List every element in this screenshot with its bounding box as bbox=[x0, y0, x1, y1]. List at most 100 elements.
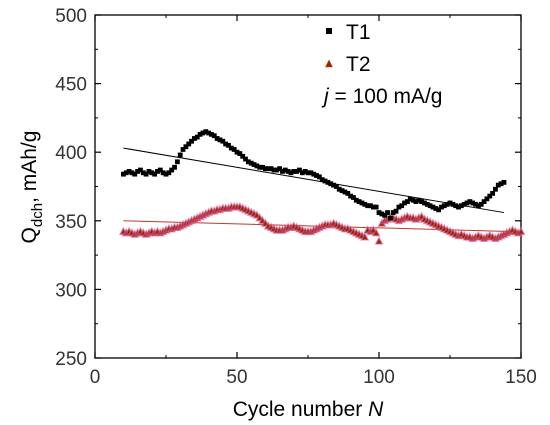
point-t1 bbox=[362, 201, 368, 207]
point-t1 bbox=[189, 138, 194, 144]
point-t1 bbox=[353, 197, 359, 203]
point-t1 bbox=[467, 199, 473, 204]
trend-lines bbox=[123, 147, 522, 233]
annotation-var: j bbox=[321, 85, 330, 108]
trend-line-t1 bbox=[123, 147, 505, 214]
x-tick-label: 100 bbox=[363, 367, 395, 388]
series-t1 bbox=[121, 129, 507, 221]
point-t1 bbox=[305, 170, 311, 176]
y-tick-label: 450 bbox=[55, 75, 87, 96]
point-t1 bbox=[331, 182, 336, 188]
x-axis-title-text: Cycle number bbox=[233, 398, 363, 421]
point-t1 bbox=[390, 210, 396, 215]
x-axis-title-var: N bbox=[368, 398, 384, 421]
point-t1 bbox=[444, 201, 450, 207]
y-axis: 250 300 350 400 450 500 bbox=[55, 6, 521, 370]
point-t1 bbox=[493, 186, 498, 192]
x-tick-label: 50 bbox=[226, 367, 247, 388]
annotation-current-density: j = 100 mA/g bbox=[321, 85, 443, 108]
point-t1 bbox=[285, 169, 291, 174]
point-t1 bbox=[456, 204, 461, 210]
point-t1 bbox=[169, 167, 175, 173]
point-t1 bbox=[365, 203, 371, 209]
point-t2 bbox=[360, 231, 370, 241]
point-t1 bbox=[217, 137, 223, 143]
point-t1 bbox=[282, 167, 288, 173]
point-t1 bbox=[126, 169, 132, 174]
point-t1 bbox=[328, 181, 334, 187]
point-t1 bbox=[138, 167, 143, 173]
y-axis-title: Qdch, mAh/g bbox=[18, 131, 46, 244]
point-t1 bbox=[129, 170, 135, 176]
point-t1 bbox=[433, 206, 439, 211]
point-t1 bbox=[373, 204, 379, 210]
x-axis-title: Cycle number N bbox=[233, 398, 384, 421]
point-t1 bbox=[143, 171, 149, 177]
point-t1 bbox=[180, 147, 186, 152]
point-t1 bbox=[382, 212, 388, 218]
point-t1 bbox=[220, 138, 226, 144]
point-t1 bbox=[476, 203, 481, 209]
point-t1 bbox=[263, 166, 268, 172]
point-t1 bbox=[311, 171, 317, 177]
point-t1 bbox=[419, 199, 424, 204]
point-t1 bbox=[413, 199, 419, 204]
point-t1 bbox=[166, 170, 172, 176]
point-t1 bbox=[473, 201, 478, 207]
point-t1 bbox=[237, 151, 243, 156]
point-t1 bbox=[376, 210, 382, 215]
point-t1 bbox=[146, 169, 152, 174]
point-t1 bbox=[359, 200, 365, 206]
point-t1 bbox=[277, 166, 282, 172]
point-t1 bbox=[197, 131, 203, 137]
point-t1 bbox=[206, 130, 211, 136]
point-t1 bbox=[160, 170, 166, 176]
point-t1 bbox=[172, 164, 177, 170]
point-t1 bbox=[410, 197, 416, 203]
point-t1 bbox=[280, 169, 285, 174]
point-t1 bbox=[316, 174, 322, 180]
point-t1 bbox=[334, 184, 339, 189]
point-t1 bbox=[405, 199, 410, 204]
point-t1 bbox=[439, 204, 444, 210]
point-t1 bbox=[461, 201, 467, 207]
point-t1 bbox=[257, 164, 263, 170]
point-t1 bbox=[268, 166, 274, 172]
x-tick-label: 0 bbox=[90, 367, 101, 388]
point-t1 bbox=[260, 164, 265, 170]
legend-marker-t1 bbox=[326, 28, 332, 34]
point-t1 bbox=[453, 203, 459, 209]
point-t1 bbox=[501, 179, 507, 185]
y-tick-label: 350 bbox=[55, 212, 87, 233]
point-t1 bbox=[498, 181, 504, 187]
annotation-text: = 100 mA/g bbox=[329, 85, 443, 108]
point-t2 bbox=[371, 227, 381, 237]
point-t1 bbox=[132, 171, 138, 177]
point-t1 bbox=[430, 204, 436, 210]
point-t1 bbox=[243, 156, 248, 162]
point-t1 bbox=[447, 200, 453, 206]
plot-area bbox=[94, 14, 522, 359]
point-t1 bbox=[385, 210, 390, 215]
point-t1 bbox=[495, 182, 501, 188]
point-t1 bbox=[214, 136, 220, 141]
point-t1 bbox=[240, 153, 246, 159]
point-t1 bbox=[152, 171, 158, 177]
point-t1 bbox=[140, 170, 146, 176]
point-t1 bbox=[441, 203, 447, 209]
point-t1 bbox=[174, 159, 180, 165]
point-t1 bbox=[248, 160, 254, 166]
point-t1 bbox=[211, 133, 217, 139]
y-tick-label: 500 bbox=[55, 6, 87, 27]
y-tick-label: 400 bbox=[55, 143, 87, 164]
point-t1 bbox=[123, 170, 129, 176]
point-t1 bbox=[450, 201, 456, 207]
point-t1 bbox=[291, 169, 297, 174]
point-t1 bbox=[302, 169, 308, 174]
point-t1 bbox=[177, 152, 183, 158]
point-t1 bbox=[427, 203, 433, 209]
point-t1 bbox=[379, 211, 385, 217]
point-t1 bbox=[348, 193, 353, 199]
point-t1 bbox=[245, 159, 251, 165]
point-t1 bbox=[325, 179, 331, 185]
